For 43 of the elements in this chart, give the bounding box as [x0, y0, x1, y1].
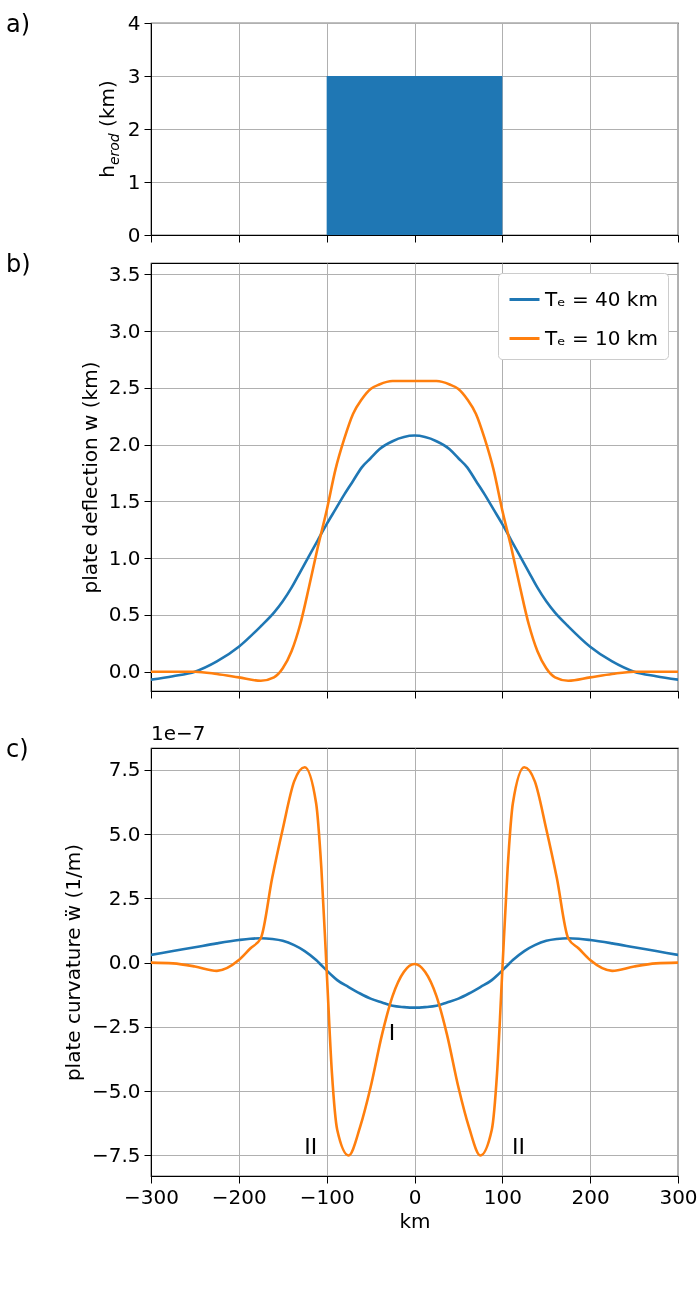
- y-tick-label: 3.0: [108, 318, 141, 343]
- x-tick-label: −300: [124, 1184, 179, 1209]
- y-tick-label: 1.5: [108, 488, 141, 513]
- line-series: [151, 434, 678, 681]
- line-series: [151, 379, 678, 683]
- y-tick-label: 0: [127, 222, 141, 247]
- y-tick-label: 2.5: [108, 885, 141, 910]
- y-tick-label: 2.0: [108, 432, 141, 457]
- y-tick-label: 3: [127, 63, 141, 88]
- y-tick-label: 2.5: [108, 375, 141, 400]
- x-tick-label: 200: [571, 1184, 610, 1209]
- y-tick-label: 0.0: [108, 659, 141, 684]
- chart-title: b): [6, 250, 31, 278]
- y-tick-label: 2: [127, 116, 141, 141]
- y-axis-title: plate curvature ẅ (1/m): [60, 843, 85, 1082]
- x-axis-title: km: [399, 1208, 431, 1233]
- y-tick-label: 3.5: [108, 261, 141, 286]
- y-tick-label: −5.0: [91, 1078, 141, 1103]
- text: 1e−7: [151, 721, 206, 745]
- annotation: II: [304, 1134, 318, 1160]
- annotation: I: [388, 1020, 396, 1046]
- x-tick-label: 100: [483, 1184, 522, 1209]
- y-tick-label: −2.5: [91, 1014, 141, 1039]
- y-tick-label: 1.0: [108, 545, 141, 570]
- chart-title: c): [6, 735, 29, 763]
- y-tick-label: 7.5: [108, 757, 141, 782]
- x-tick-label: −200: [211, 1184, 267, 1209]
- y-tick-label: 0.0: [108, 950, 141, 975]
- y-tick-label: 4: [127, 10, 141, 35]
- y-tick-label: 1: [127, 169, 141, 194]
- y-tick-label: 0.5: [108, 602, 141, 627]
- x-tick-label: 300: [659, 1184, 698, 1209]
- chart-title: a): [6, 10, 31, 38]
- annotation: II: [511, 1134, 525, 1160]
- legend-label: Tₑ = 10 km: [544, 325, 658, 350]
- y-tick-label: −7.5: [91, 1142, 141, 1167]
- line-series: [151, 765, 678, 1157]
- y-axis-title: plate deflection w (km): [77, 361, 102, 594]
- x-tick-label: −100: [299, 1184, 355, 1209]
- x-tick-label: 0: [408, 1184, 422, 1209]
- line-series: [151, 936, 678, 1009]
- legend-label: Tₑ = 40 km: [544, 286, 658, 311]
- y-tick-label: 5.0: [108, 821, 141, 846]
